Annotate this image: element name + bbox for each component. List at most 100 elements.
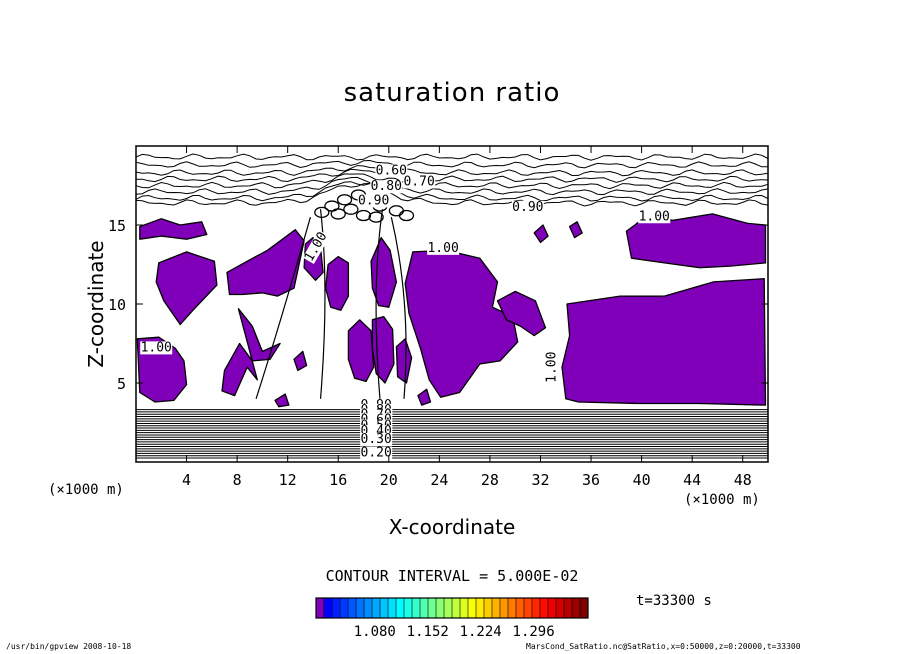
fill-region [139,218,208,240]
contour-line-upper [135,176,769,196]
colorbar-cell [324,598,333,618]
colorbar-cell [388,598,397,618]
colorbar-cell [372,598,381,618]
footer-right: MarsCond_SatRatio.nc@SatRatio,x=0:50000,… [526,642,801,651]
colorbar-tick-label: 1.296 [513,624,555,640]
x-unit-label-right: (×1000 m) [684,492,760,508]
fill-region [496,290,547,337]
colorbar-cell [484,598,493,618]
fill-region [155,251,218,326]
colorbar-cell [548,598,557,618]
y-tick-label: 10 [108,296,126,314]
x-tick-label: 32 [531,471,549,489]
y-tick-label: 5 [117,375,126,393]
fill-region [324,255,350,311]
contour-label-bg [357,194,390,208]
x-ticks: 4 8 12 16 20 24 28 32 36 40 44 48 [182,146,752,489]
contour-label: 0.60 [376,163,407,178]
contour-plume-edge [375,209,384,399]
contour-line-upper [135,181,769,202]
colorbar-cell [348,598,357,618]
colorbar-cell [340,598,349,618]
footer-left: /usr/bin/gpview 2008-10-18 [6,642,132,651]
colorbar-cell [412,598,421,618]
contour-plume-edge [319,209,326,399]
contour-label-bg [140,341,173,355]
colorbar-cell [476,598,485,618]
fill-region [274,393,290,408]
contour-eddy [388,205,405,217]
contour-plume-edge [390,216,407,399]
supersaturation-fill-regions [136,213,767,408]
y-ticks: 5 10 15 [108,217,768,393]
colorbar-cell [396,598,405,618]
contour-label: 0.80 [371,179,402,194]
contour-label-bg [375,164,408,178]
contour-label: 1.00 [427,241,458,256]
fill-region [404,249,519,398]
contour-eddy [355,209,372,222]
chart-title: saturation ratio [343,78,561,108]
colorbar-cell [428,598,437,618]
time-label: t=33300 s [636,593,712,609]
fill-region [395,338,413,384]
contour-eddy [336,194,353,206]
contour-label-bg [360,433,393,447]
colorbar-tick-label: 1.224 [460,624,502,640]
fill-region [226,229,305,297]
colorbar-cell [532,598,541,618]
x-tick-label: 20 [380,471,398,489]
fill-region [293,350,308,372]
colorbar-cell [420,598,429,618]
fill-region [561,278,767,406]
x-tick-label: 44 [683,471,701,489]
contour-line-upper [135,159,768,169]
x-tick-label: 12 [279,471,297,489]
colorbar-cell [564,598,573,618]
contour-label-bg [427,241,460,255]
contour-line-upper [135,153,769,161]
x-tick-label: 48 [734,471,752,489]
x-tick-label: 36 [582,471,600,489]
contour-interval-text: CONTOUR INTERVAL = 5.000E-02 [325,567,579,585]
fill-region [221,308,281,397]
colorbar-cell [500,598,509,618]
contour-lines [135,153,769,459]
contour-label-bg [545,351,559,384]
x-tick-label: 16 [329,471,347,489]
fill-region [568,221,583,239]
x-tick-label: 40 [633,471,651,489]
colorbar-cell [556,598,565,618]
contour-line-upper [135,173,769,190]
colorbar: 1.080 1.152 1.224 1.296 [315,597,589,640]
colorbar-cell [356,598,365,618]
colorbar-cell [436,598,445,618]
colorbar-cell [468,598,477,618]
colorbar-cell [572,598,581,618]
contour-eddy [343,203,359,215]
x-axis-label: X-coordinate [388,515,516,539]
contour-line-upper [135,182,769,207]
contour-label: 1.00 [545,352,560,383]
contour-label: 1.00 [141,340,172,355]
colorbar-cell [364,598,373,618]
contour-label-bg [360,446,393,460]
fill-region [533,224,549,244]
contour-line-upper [135,168,769,183]
fill-region [370,236,398,308]
colorbar-frame [315,597,589,619]
colorbar-cell [316,598,325,618]
colorbar-cell [380,598,389,618]
colorbar-cell [492,598,501,618]
contour-line-upper [135,165,769,177]
contour-label-bg [638,210,671,224]
contour-label: 1.00 [639,209,670,224]
contour-label-bg [403,175,436,189]
colorbar-cell [516,598,525,618]
colorbar-cell [452,598,461,618]
contour-label: 0.20 [361,445,392,460]
colorbar-cell [524,598,533,618]
contour-label-bg [370,180,403,194]
contour-label: 0.30 [361,432,392,447]
